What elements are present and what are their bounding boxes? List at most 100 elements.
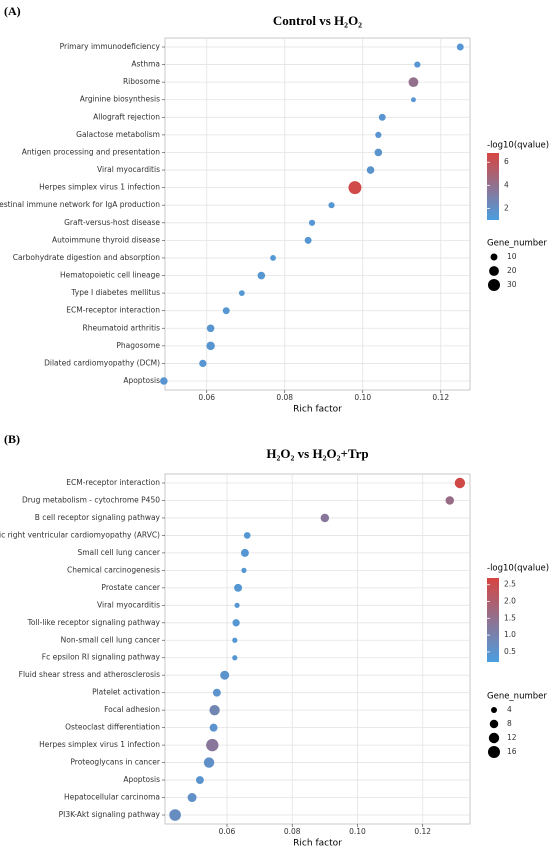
point [240, 548, 249, 557]
x-tick-label: 0.12 [432, 393, 449, 402]
y-tick-label: Allograft rejection [93, 112, 160, 121]
size-label: 10 [507, 252, 517, 261]
y-tick-label: Viral myocarditis [97, 600, 160, 609]
x-tick-label: 0.12 [414, 827, 431, 836]
point [270, 255, 276, 261]
size-key [488, 279, 500, 291]
size-label: 16 [507, 747, 517, 756]
panel-label: (A) [4, 4, 21, 18]
point [243, 532, 251, 539]
y-tick-label: Herpes simplex virus 1 infection [39, 740, 160, 749]
point [308, 219, 316, 226]
y-tick-label: Fc epsilon RI signaling pathway [42, 653, 161, 662]
point [206, 341, 215, 351]
y-tick-label: Osteoclast differentiation [65, 723, 160, 732]
legend-title: -log10(qvalue) [487, 564, 549, 574]
colorbar-label: 1.5 [504, 613, 516, 622]
y-tick-label: Type I diabetes mellitus [70, 288, 160, 297]
y-tick-label: Herpes simplex virus 1 infection [39, 183, 160, 192]
legend-title: Gene_number [487, 239, 547, 249]
y-tick-label: Primary immunodeficiency [60, 42, 161, 51]
x-axis-title: Rich factor [293, 839, 342, 848]
point [375, 131, 382, 138]
x-axis-title: Rich factor [293, 405, 342, 415]
point [257, 271, 266, 280]
size-label: 30 [507, 280, 517, 289]
point [374, 148, 383, 157]
point [206, 324, 215, 333]
point [206, 738, 219, 752]
point [414, 61, 421, 68]
y-tick-label: Hematopoietic cell lineage [60, 271, 160, 280]
size-key [488, 746, 500, 758]
size-label: 12 [507, 733, 517, 742]
size-key [488, 732, 500, 744]
y-tick-label: B cell receptor signaling pathway [35, 513, 161, 522]
y-tick-label: Prostate cancer [101, 583, 160, 592]
y-tick-label: Fluid shear stress and atherosclerosis [19, 670, 160, 679]
size-label: 8 [507, 719, 512, 728]
point [238, 290, 245, 297]
x-tick-label: 0.06 [198, 393, 215, 402]
point [232, 655, 238, 661]
y-tick-label: Antigen processing and presentation [22, 147, 160, 156]
point [212, 688, 221, 697]
legend-title: Gene_number [487, 692, 547, 702]
point [234, 583, 243, 592]
size-key [490, 253, 498, 261]
point [378, 113, 386, 121]
legend-title: -log10(qvalue) [487, 141, 549, 151]
point [454, 477, 466, 489]
point [348, 181, 362, 195]
point [241, 567, 247, 573]
point [445, 496, 455, 505]
x-tick-label: 0.08 [284, 827, 301, 836]
y-tick-label: ECM-receptor interaction [66, 478, 160, 487]
point [169, 809, 181, 821]
y-tick-label: Galactose metabolism [76, 130, 160, 139]
x-tick-label: 0.10 [354, 393, 371, 402]
colorbar-label: 0.5 [504, 647, 516, 656]
plot-area [164, 37, 471, 391]
chart-title: Control vs H₂O₂ [273, 13, 362, 28]
point [366, 166, 375, 174]
point [408, 77, 419, 88]
y-tick-label: Apoptosis [123, 775, 160, 784]
y-tick-label: Graft-versus-host disease [64, 218, 160, 227]
point [456, 43, 464, 51]
y-tick-label: Asthma [131, 60, 160, 69]
point [220, 670, 230, 680]
size-label: 4 [507, 705, 512, 714]
y-tick-label: Ribosome [123, 77, 160, 86]
y-tick-label: Focal adhesion [104, 705, 160, 714]
point [209, 723, 218, 732]
panel: (B) H₂O₂ vs H₂O₂+Trp 0.06 0.08 0.10 0.12 ECM-r… [0, 432, 549, 848]
y-tick-label: Hepatocellular carcinoma [64, 793, 160, 802]
point [199, 359, 207, 368]
colorbar-label: 1.0 [504, 630, 516, 639]
panel-label: (B) [4, 432, 20, 446]
point [328, 202, 335, 209]
y-tick-label: PI3K-Akt signaling pathway [59, 810, 161, 819]
point [160, 377, 168, 385]
plot-area [164, 473, 471, 825]
point [232, 619, 240, 627]
point [320, 513, 330, 523]
y-tick-label: Small cell lung cancer [77, 548, 160, 557]
point [410, 97, 416, 103]
x-tick-label: 0.08 [276, 393, 293, 402]
panel: (A) Control vs H₂O₂ 0.06 0.08 0.10 0.12 Primar… [0, 4, 549, 415]
y-tick-label: Proteoglycans in cancer [70, 758, 161, 767]
colorbar [487, 578, 499, 662]
y-tick-label: Phagosome [116, 341, 160, 350]
y-tick-label: Arginine biosynthesis [80, 95, 160, 104]
y-tick-label: Rheumatoid arthritis [83, 323, 161, 332]
y-tick-label: Viral myocarditis [97, 165, 160, 174]
y-tick-label: Drug metabolism - cytochrome P450 [22, 495, 160, 504]
y-tick-label: Dilated cardiomyopathy (DCM) [44, 358, 160, 367]
size-key [489, 719, 499, 729]
y-tick-label: Chemical carcinogenesis [67, 565, 160, 574]
size-key [489, 266, 499, 276]
point [234, 602, 240, 608]
